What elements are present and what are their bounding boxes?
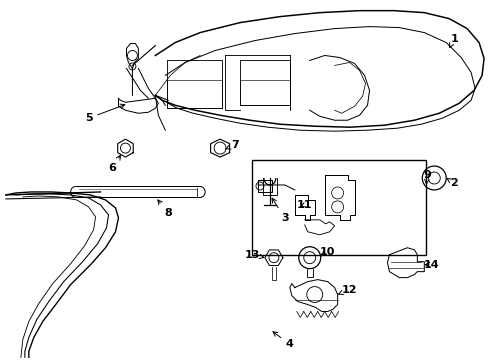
Text: 10: 10 <box>319 247 335 257</box>
Text: 4: 4 <box>272 332 293 349</box>
Text: 3: 3 <box>271 198 288 223</box>
Text: 9: 9 <box>423 170 430 184</box>
Text: 8: 8 <box>158 200 172 218</box>
Text: 7: 7 <box>225 140 239 150</box>
Text: 1: 1 <box>449 33 457 48</box>
Bar <box>240 80 289 105</box>
Bar <box>167 60 222 108</box>
Text: 2: 2 <box>446 178 457 188</box>
Text: 5: 5 <box>84 104 124 123</box>
Text: 14: 14 <box>423 260 438 270</box>
Bar <box>251 160 426 255</box>
Bar <box>240 60 289 105</box>
Text: 11: 11 <box>296 200 312 210</box>
Bar <box>167 80 222 108</box>
Text: 6: 6 <box>108 156 120 173</box>
Text: 13: 13 <box>244 250 264 260</box>
Text: 12: 12 <box>338 284 357 294</box>
